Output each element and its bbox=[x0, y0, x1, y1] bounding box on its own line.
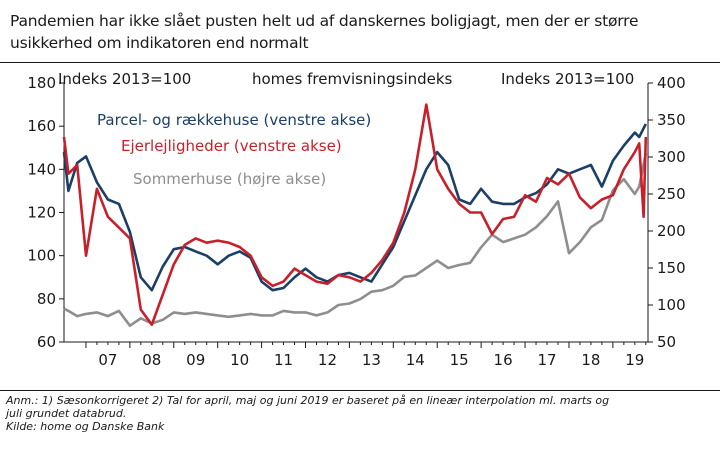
notes: Anm.: 1) Sæsonkorrigeret 2) Tal for apri… bbox=[6, 394, 716, 433]
left-tick-label: 140 bbox=[27, 160, 56, 178]
right-tick-label: 400 bbox=[657, 74, 686, 92]
series-houses-line bbox=[62, 123, 647, 292]
x-tick-label: 15 bbox=[450, 351, 469, 369]
x-tick-label: 07 bbox=[98, 351, 117, 369]
legend-summerhouses: Sommerhuse (højre akse) bbox=[133, 170, 326, 188]
x-tick-label: 08 bbox=[142, 351, 161, 369]
left-tick-label: 100 bbox=[27, 247, 56, 265]
right-tick-label: 200 bbox=[657, 222, 686, 240]
note-line-2: juli grundet databrud. bbox=[6, 407, 127, 420]
right-tick-label: 50 bbox=[657, 333, 676, 351]
right-axis-unit: Indeks 2013=100 bbox=[501, 70, 634, 88]
title-line-1: Pandemien har ikke slået pusten helt ud … bbox=[10, 12, 639, 30]
top-divider bbox=[0, 62, 720, 63]
right-tick-label: 100 bbox=[657, 296, 686, 314]
x-tick-label: 17 bbox=[537, 351, 556, 369]
left-tick-label: 180 bbox=[27, 74, 56, 92]
title-line-2: usikkerhed om indikatoren end normalt bbox=[10, 34, 309, 52]
left-tick-label: 80 bbox=[37, 290, 56, 308]
left-tick-label: 160 bbox=[27, 117, 56, 135]
x-tick-label: 19 bbox=[625, 351, 644, 369]
x-tick-label: 16 bbox=[494, 351, 513, 369]
source-line: Kilde: home og Danske Bank bbox=[6, 420, 165, 433]
series-apartments-line bbox=[62, 103, 648, 326]
chart-subtitle: homes fremvisningsindeks bbox=[252, 70, 453, 88]
chart-title: Pandemien har ikke slået pusten helt ud … bbox=[10, 10, 710, 54]
note-line-1: Anm.: 1) Sæsonkorrigeret 2) Tal for apri… bbox=[6, 394, 610, 407]
legend-apartments: Ejerlejligheder (venstre akse) bbox=[121, 137, 342, 155]
left-axis-unit: Indeks 2013=100 bbox=[58, 70, 191, 88]
x-tick-label: 12 bbox=[318, 351, 337, 369]
x-tick-label: 14 bbox=[406, 351, 425, 369]
left-tick-label: 60 bbox=[37, 333, 56, 351]
x-tick-label: 18 bbox=[581, 351, 600, 369]
left-tick-label: 120 bbox=[27, 204, 56, 222]
chart-area: 60 80 100 120 140 160 180 50 100 150 200 250 300 350… bbox=[27, 70, 686, 369]
x-tick-label: 13 bbox=[362, 351, 381, 369]
right-tick-label: 150 bbox=[657, 259, 686, 277]
x-tick-label: 09 bbox=[186, 351, 205, 369]
legend-houses: Parcel- og rækkehuse (venstre akse) bbox=[97, 111, 371, 129]
right-tick-label: 350 bbox=[657, 111, 686, 129]
x-tick-label: 10 bbox=[230, 351, 249, 369]
bottom-divider bbox=[0, 390, 720, 391]
x-tick-label: 11 bbox=[274, 351, 293, 369]
right-tick-label: 300 bbox=[657, 148, 686, 166]
right-tick-label: 250 bbox=[657, 185, 686, 203]
